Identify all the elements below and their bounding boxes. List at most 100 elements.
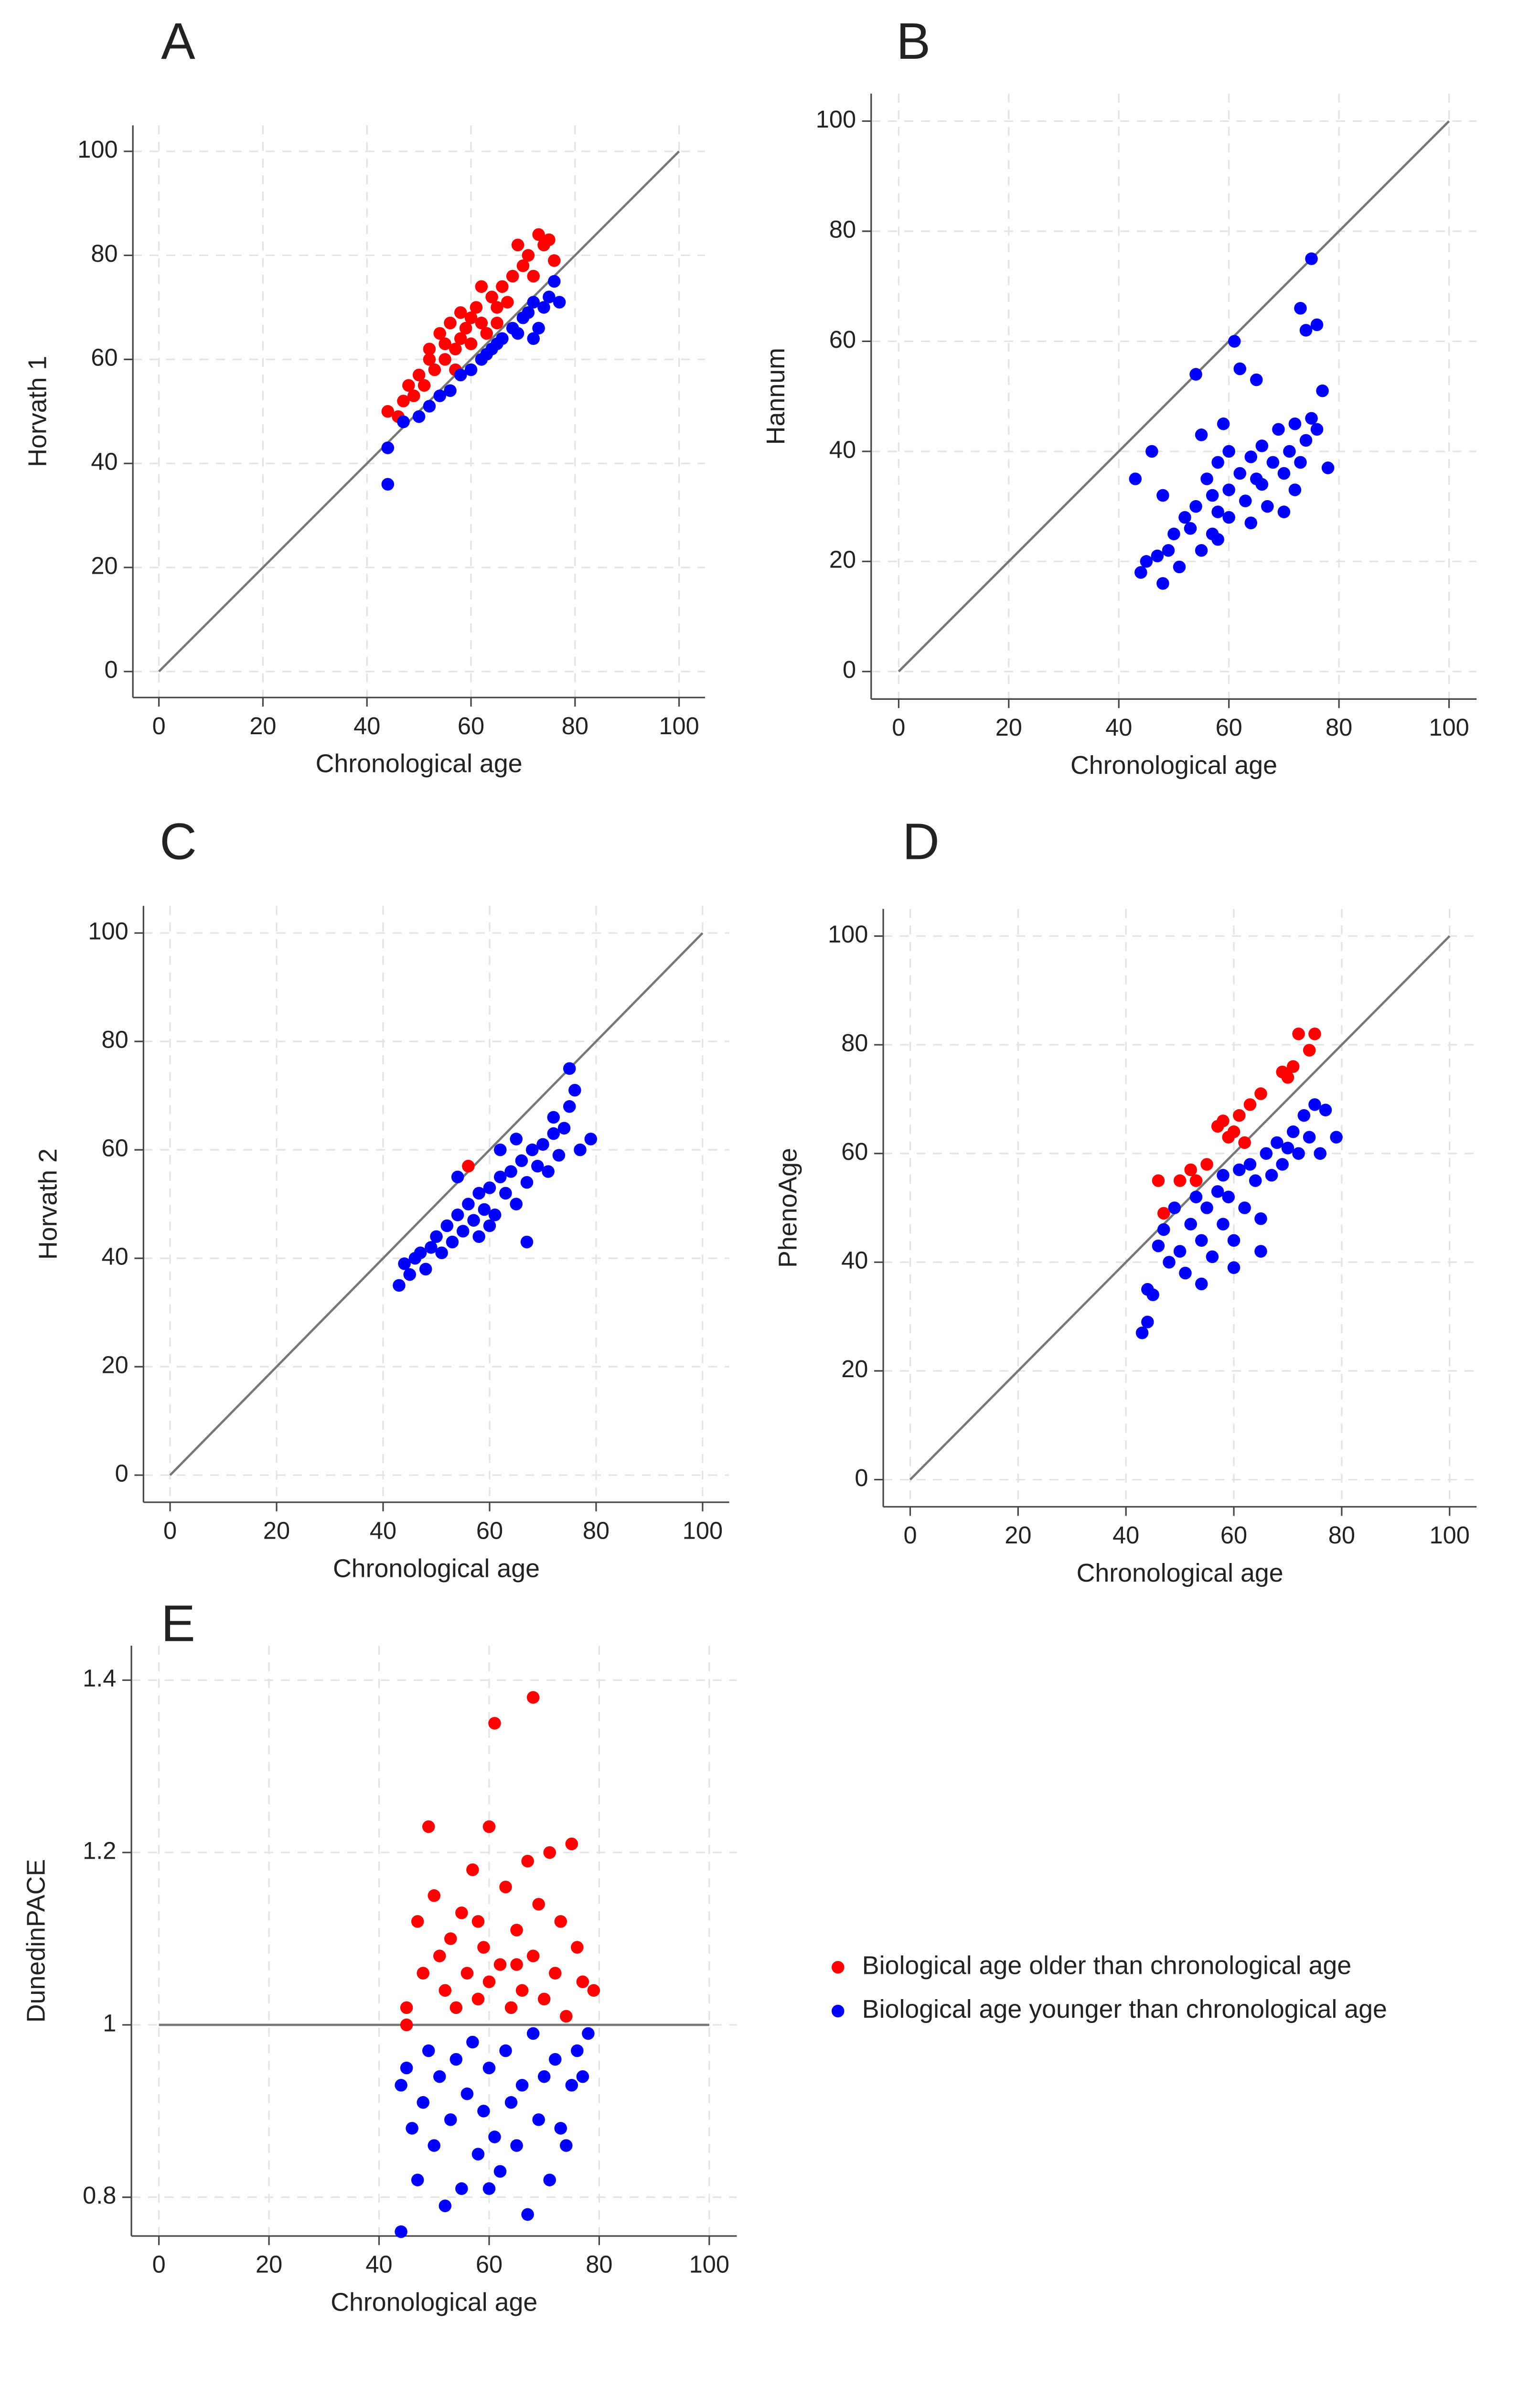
point [1254, 1087, 1267, 1100]
point [548, 1967, 562, 1980]
point [1305, 252, 1318, 265]
point [1222, 1190, 1235, 1204]
point [1310, 423, 1324, 436]
point [428, 1889, 441, 1902]
point [417, 379, 431, 392]
point [395, 2078, 407, 2092]
point [510, 1198, 523, 1210]
point [488, 1209, 502, 1221]
point [537, 2070, 551, 2083]
y-tick-label: 100 [828, 921, 868, 948]
point [464, 337, 478, 350]
identity-line [898, 120, 1450, 673]
point [510, 1133, 523, 1145]
point [455, 1906, 468, 1919]
point [510, 1924, 523, 1937]
point [430, 1230, 443, 1243]
point [491, 301, 503, 314]
x-tick-label: 20 [995, 714, 1022, 741]
y-tick-label: 60 [101, 1134, 128, 1161]
y-tick-label: 100 [88, 918, 128, 945]
point [440, 1219, 454, 1232]
point [571, 1941, 584, 1954]
point [485, 343, 498, 355]
point [449, 343, 462, 355]
y-tick-label: 20 [841, 1355, 868, 1382]
point [554, 2122, 567, 2135]
point [444, 2113, 457, 2126]
point [1303, 1131, 1316, 1144]
point [454, 368, 467, 382]
point [496, 280, 509, 293]
point [1140, 555, 1153, 568]
x-tick-label: 80 [562, 712, 588, 739]
point [584, 1133, 598, 1145]
point [1271, 1136, 1283, 1149]
point [543, 290, 556, 303]
point [1314, 1147, 1326, 1160]
x-axis-label: Chronological age [1077, 1559, 1283, 1587]
point [1217, 1168, 1230, 1182]
point [407, 389, 420, 402]
point [532, 2113, 545, 2126]
point [1173, 1174, 1187, 1187]
point [587, 1984, 600, 1997]
x-tick-label: 20 [249, 712, 276, 739]
x-tick-label: 0 [903, 1521, 917, 1549]
point [542, 1165, 555, 1178]
point [1238, 1201, 1251, 1214]
point [543, 233, 556, 246]
point [472, 1230, 485, 1243]
y-axis-label: Horvath 2 [34, 1148, 63, 1260]
point [504, 1165, 517, 1178]
point [1227, 1261, 1241, 1274]
point [532, 1898, 545, 1911]
point [565, 2078, 578, 2092]
point [1157, 1223, 1170, 1236]
point [1162, 544, 1175, 557]
point [1178, 511, 1191, 524]
point [1195, 1234, 1208, 1247]
x-tick-label: 80 [586, 2251, 612, 2278]
x-tick-label: 0 [163, 1517, 177, 1544]
y-axis-label: PhenoAge [773, 1148, 802, 1268]
point [1233, 1109, 1246, 1122]
point [1292, 1147, 1305, 1160]
point [510, 1958, 523, 1971]
y-tick-label: 60 [91, 344, 118, 371]
point [494, 1143, 507, 1156]
point [1184, 1218, 1197, 1231]
x-tick-label: 20 [263, 1517, 290, 1544]
y-tick-label: 40 [91, 448, 118, 475]
point [499, 1880, 512, 1894]
point [449, 2001, 463, 2014]
point [1238, 1136, 1251, 1149]
panel-letter: A [161, 12, 195, 70]
point [1286, 1125, 1300, 1138]
point [1195, 544, 1208, 557]
point [1299, 324, 1313, 337]
x-tick-label: 100 [659, 712, 699, 739]
point [1206, 1250, 1219, 1263]
point [521, 2208, 534, 2221]
x-axis-label: Chronological age [333, 1554, 540, 1583]
point [1294, 456, 1307, 469]
point [417, 2096, 429, 2109]
point [417, 1967, 429, 1980]
point [554, 1915, 567, 1928]
point [525, 1143, 539, 1156]
point [425, 1241, 438, 1254]
y-tick-label: 80 [91, 240, 118, 267]
point [1211, 505, 1224, 518]
panel-letter: D [902, 813, 940, 870]
point [499, 1187, 512, 1200]
point [563, 1100, 576, 1113]
point [1195, 1277, 1208, 1291]
point [1152, 1239, 1165, 1252]
point [1233, 467, 1247, 480]
point [381, 441, 395, 454]
point [522, 306, 535, 319]
point [451, 1170, 464, 1184]
point [532, 321, 545, 335]
point [1156, 577, 1169, 590]
